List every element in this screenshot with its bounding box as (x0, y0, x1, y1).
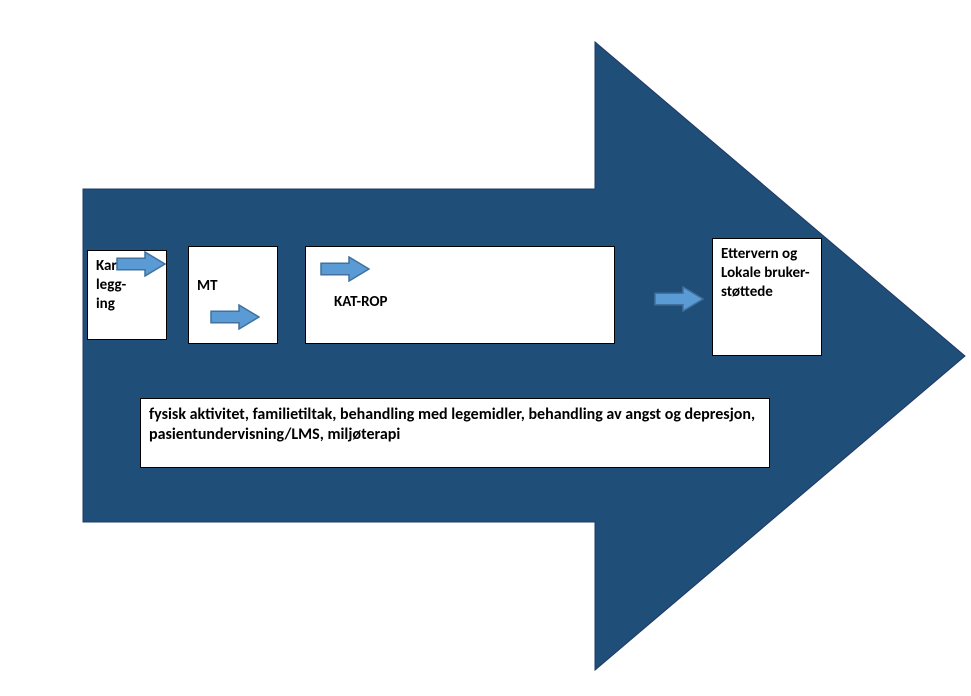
box-mt-label: MT (197, 277, 218, 295)
big-arrow-shape (0, 0, 971, 696)
box-ettervern: Ettervern og Lokale bruker-støttede (712, 238, 822, 356)
box-description: fysisk aktivitet, familietiltak, behandl… (140, 398, 770, 468)
diagram-canvas: Kart-legg-ing MT KAT-ROP Ettervern og Lo… (0, 0, 971, 696)
box-ettervern-label: Ettervern og Lokale bruker-støttede (721, 245, 810, 301)
small-arrow-icon (210, 304, 260, 330)
box-description-label: fysisk aktivitet, familietiltak, behandl… (149, 405, 755, 444)
small-arrow-icon (320, 256, 370, 282)
small-arrow-icon (654, 286, 704, 312)
box-katrop-label: KAT-ROP (334, 293, 388, 312)
small-arrow-icon (116, 251, 166, 277)
